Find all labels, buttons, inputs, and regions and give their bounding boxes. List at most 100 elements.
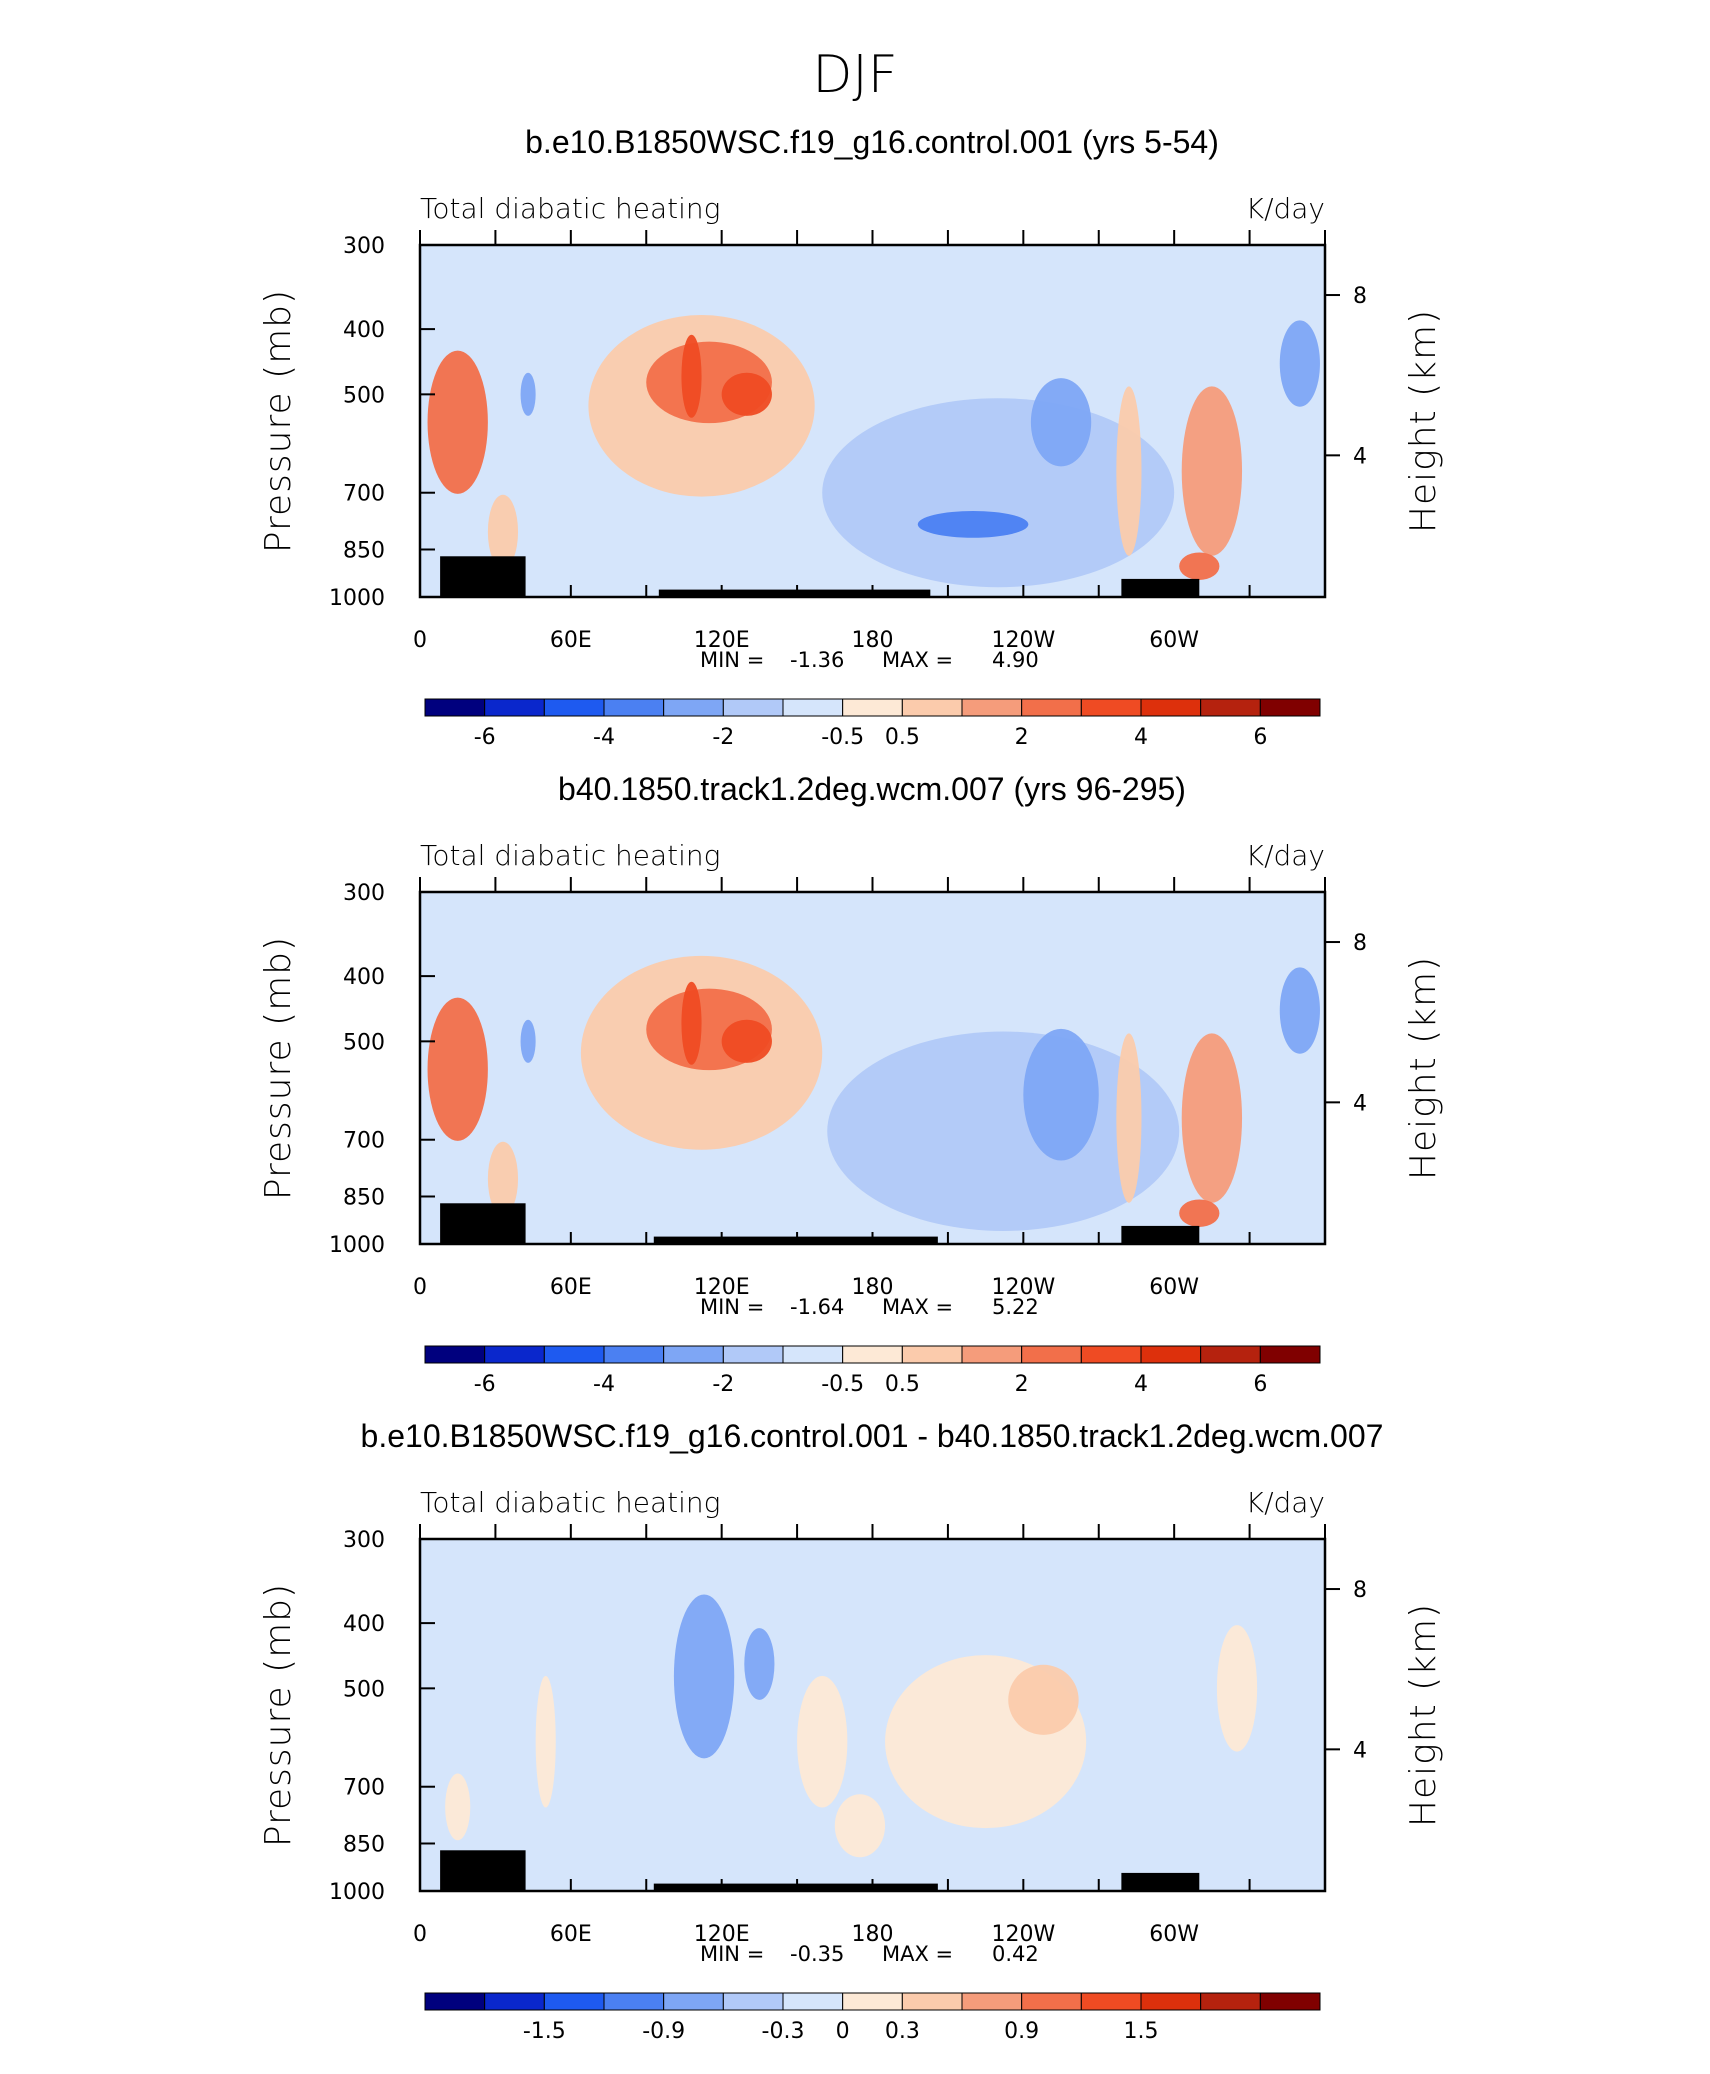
panel-2: b40.1850.track1.2deg.wcm.007 (yrs 96-295…	[258, 771, 1444, 1397]
contour-blob	[1279, 967, 1320, 1054]
colorbar: -6 -4 -2 -0.5 0.5 2 4 6	[424, 1345, 1321, 1397]
min-value: -0.35	[790, 1942, 844, 1966]
y-axis-label: Pressure (mb)	[258, 936, 299, 1200]
y-tick-label: 500	[343, 1677, 385, 1702]
contour-blob	[1116, 386, 1142, 556]
contour-blob	[487, 1141, 519, 1216]
x-tick-label: 0	[413, 1922, 427, 1947]
colorbar-swatch	[901, 698, 963, 717]
y-tick-label: 500	[343, 383, 385, 408]
max-label: MAX =	[882, 1942, 953, 1966]
x-tick-label: 0	[413, 628, 427, 653]
colorbar-tick-label: 6	[1253, 1372, 1267, 1397]
colorbar-tick-label: 4	[1134, 725, 1148, 750]
y-tick-label: 500	[343, 1030, 385, 1055]
colorbar-swatch	[961, 1992, 1023, 2011]
colorbar-tick-label: 2	[1015, 1372, 1029, 1397]
colorbar-swatch	[782, 698, 844, 717]
colorbar-swatch	[722, 698, 784, 717]
y-right-tick-label: 8	[1353, 284, 1367, 309]
contour-blob	[1179, 552, 1220, 580]
colorbar-swatch	[1080, 698, 1142, 717]
contour-blob	[721, 1019, 772, 1063]
contour-blob	[681, 981, 702, 1065]
contour-blob	[1116, 1033, 1142, 1203]
y-tick-label: 700	[343, 482, 385, 507]
max-value: 4.90	[992, 648, 1039, 672]
x-tick-label: 180	[852, 1922, 894, 1947]
colorbar-tick-label: -1.5	[523, 2019, 566, 2044]
colorbar-swatch	[1200, 1345, 1261, 1364]
y-right-tick-label: 4	[1353, 444, 1367, 469]
colorbar-tick-label: -2	[712, 725, 734, 750]
contour-blob	[1181, 1033, 1243, 1203]
x-tick-label: 120W	[991, 1275, 1055, 1300]
colorbar-swatch	[1259, 698, 1321, 717]
colorbar-swatch	[722, 1345, 784, 1364]
colorbar-swatch	[1021, 1992, 1082, 2011]
colorbar-swatch	[543, 698, 605, 717]
colorbar-swatch	[1140, 1345, 1202, 1364]
contour-blob	[834, 1794, 886, 1858]
colorbar-tick-label: -2	[712, 1372, 734, 1397]
colorbar-tick-label: -6	[474, 1372, 496, 1397]
colorbar-swatch	[1080, 1345, 1142, 1364]
colorbar-swatch	[484, 1992, 545, 2011]
x-tick-label: 60E	[550, 628, 592, 653]
colorbar-tick-label: -4	[593, 1372, 615, 1397]
colorbar-swatch	[842, 1992, 903, 2011]
contour-blob	[520, 372, 536, 416]
colorbar-tick-label: 6	[1253, 725, 1267, 750]
colorbar-swatch	[543, 1345, 605, 1364]
y-right-axis-label: Height (km)	[1403, 956, 1444, 1180]
contour-blob	[427, 350, 488, 494]
contour-blob	[487, 494, 519, 569]
colorbar-tick-label: 0	[836, 2019, 850, 2044]
colorbar-tick-label: 0.5	[885, 725, 920, 750]
colorbar-swatch	[603, 1345, 665, 1364]
colorbar-swatch	[1080, 1992, 1142, 2011]
y-tick-label: 400	[343, 1612, 385, 1637]
min-label: MIN =	[700, 1942, 764, 1966]
colorbar-swatch	[1259, 1345, 1321, 1364]
colorbar-tick-label: -0.5	[821, 1372, 864, 1397]
figure-suptitle: DJF	[812, 45, 897, 105]
y-right-axis-label: Height (km)	[1403, 309, 1444, 533]
topography-mask	[658, 589, 931, 597]
colorbar-swatch	[663, 1345, 724, 1364]
colorbar-swatch	[603, 698, 665, 717]
contour-blob	[1216, 1625, 1258, 1752]
y-tick-label: 700	[343, 1776, 385, 1801]
topography-mask	[1121, 1225, 1200, 1244]
topography-mask	[1121, 578, 1200, 597]
y-right-tick-label: 8	[1353, 931, 1367, 956]
max-value: 5.22	[992, 1295, 1039, 1319]
colorbar-swatch	[1140, 1992, 1202, 2011]
units-label: K/day	[1246, 839, 1325, 872]
y-tick-label: 1000	[329, 1233, 385, 1258]
max-label: MAX =	[882, 648, 953, 672]
y-tick-label: 300	[343, 234, 385, 259]
y-tick-label: 400	[343, 318, 385, 343]
panel-title: b.e10.B1850WSC.f19_g16.control.001 - b40…	[361, 1418, 1384, 1454]
y-tick-label: 850	[343, 1185, 385, 1210]
x-tick-label: 120E	[694, 628, 750, 653]
topography-mask	[440, 1203, 526, 1244]
colorbar-swatch	[424, 698, 486, 717]
topography-mask	[1121, 1872, 1200, 1891]
colorbar-swatch	[484, 698, 545, 717]
min-label: MIN =	[700, 648, 764, 672]
x-tick-label: 60E	[550, 1922, 592, 1947]
contour-blob	[427, 997, 488, 1141]
x-tick-label: 60W	[1149, 628, 1199, 653]
contour-blob	[535, 1675, 556, 1808]
y-tick-label: 850	[343, 1832, 385, 1857]
x-tick-label: 60W	[1149, 1275, 1199, 1300]
colorbar-tick-label: 1.5	[1124, 2019, 1159, 2044]
x-tick-label: 0	[413, 1275, 427, 1300]
colorbar-swatch	[782, 1345, 844, 1364]
colorbar-tick-label: -0.5	[821, 725, 864, 750]
contour-field	[420, 892, 1325, 1244]
contour-blob	[673, 1594, 735, 1759]
